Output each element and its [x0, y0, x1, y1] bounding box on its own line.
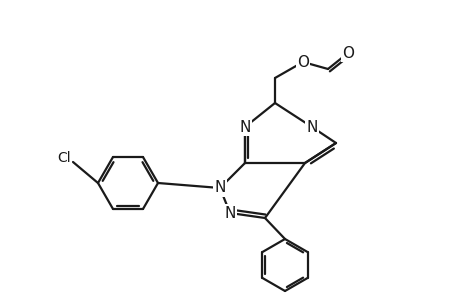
Text: N: N: [239, 119, 250, 134]
Text: N: N: [306, 119, 317, 134]
Text: N: N: [224, 206, 235, 220]
Text: N: N: [214, 181, 225, 196]
Text: O: O: [297, 55, 308, 70]
Text: Cl: Cl: [57, 151, 71, 165]
Text: O: O: [341, 46, 353, 61]
